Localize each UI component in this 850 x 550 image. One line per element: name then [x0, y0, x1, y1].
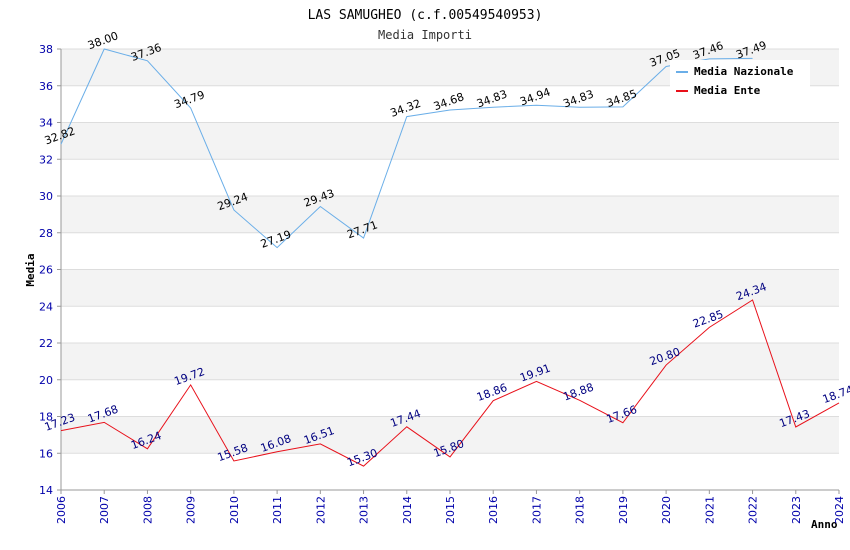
plot-band: [61, 269, 839, 307]
y-tick-label: 22: [39, 337, 53, 350]
x-tick-label: 2022: [747, 496, 760, 524]
x-tick-label: 2023: [790, 496, 803, 524]
x-tick-label: 2018: [574, 496, 587, 524]
x-tick-label: 2009: [185, 496, 198, 524]
legend-box: [670, 60, 810, 102]
y-tick-label: 34: [39, 117, 53, 130]
x-tick-label: 2019: [617, 496, 630, 524]
y-axis-label: Media: [24, 253, 37, 286]
plot-band: [61, 453, 839, 490]
x-tick-label: 2015: [444, 496, 457, 524]
legend: Media Nazionale Media Ente: [670, 60, 810, 102]
x-tick-label: 2012: [314, 496, 327, 524]
y-tick-label: 30: [39, 190, 53, 203]
y-tick-label: 24: [39, 300, 53, 313]
y-tick-label: 26: [39, 264, 53, 277]
x-tick-label: 2007: [98, 496, 111, 524]
legend-label-media-ente: Media Ente: [694, 84, 761, 97]
x-tick-label: 2013: [358, 496, 371, 524]
y-tick-label: 38: [39, 43, 53, 56]
x-tick-labels: 2006 2007 2008 2009 2010 2011 2012 2013 2014 2015…: [55, 490, 846, 524]
x-tick-label: 2006: [55, 496, 68, 524]
y-tick-label: 16: [39, 447, 53, 460]
y-tick-label: 18: [39, 411, 53, 424]
series-line-media-nazionale: [60, 48, 753, 249]
plot-band: [61, 232, 839, 270]
y-tick-labels: 14 16 18 20 22 24 26 28 30 32 34 36 38: [39, 43, 61, 497]
x-axis-label: Anno: [811, 518, 838, 531]
y-tick-label: 20: [39, 374, 53, 387]
plot-band: [61, 306, 839, 343]
plot-band: [61, 122, 839, 160]
x-tick-label: 2008: [141, 496, 154, 524]
plot-band: [61, 196, 839, 233]
x-tick-label: 2011: [271, 496, 284, 524]
y-tick-label: 36: [39, 80, 53, 93]
plot-band: [61, 343, 839, 380]
chart-subtitle: Media Importi: [378, 28, 472, 42]
x-tick-label: 2024: [833, 496, 846, 524]
y-tick-label: 28: [39, 227, 53, 240]
plot-band: [61, 416, 839, 454]
legend-label-media-nazionale: Media Nazionale: [694, 65, 794, 78]
x-tick-label: 2017: [530, 496, 543, 524]
plot-background-bands: [61, 49, 839, 490]
x-tick-label: 2014: [401, 496, 414, 524]
x-tick-label: 2020: [660, 496, 673, 524]
x-tick-label: 2016: [487, 496, 500, 524]
x-tick-label: 2021: [703, 496, 716, 524]
y-tick-label: 32: [39, 153, 53, 166]
chart-title: LAS SAMUGHEO (c.f.00549540953): [308, 8, 543, 23]
series-line-media-ente: [60, 299, 840, 467]
x-tick-label: 2010: [228, 496, 241, 524]
y-tick-label: 14: [39, 484, 53, 497]
plot-band: [61, 159, 839, 196]
